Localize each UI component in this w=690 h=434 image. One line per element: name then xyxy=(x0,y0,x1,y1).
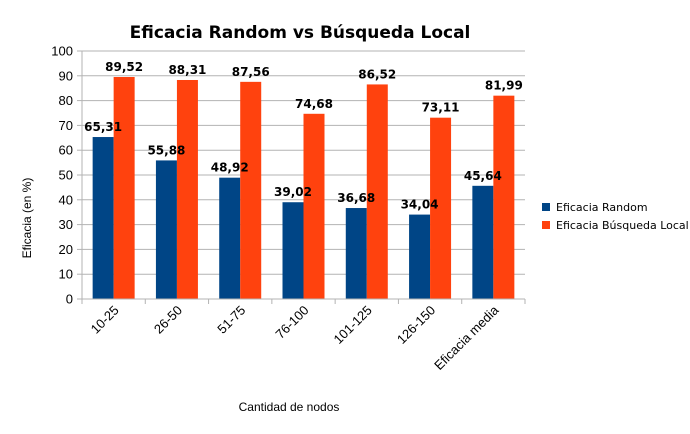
bar-busqueda-local xyxy=(493,95,515,300)
legend-entry: Eficacia Random xyxy=(556,201,648,214)
y-tick-label: 70 xyxy=(59,118,73,133)
y-tick-label: 90 xyxy=(59,68,73,83)
y-tick-label: 60 xyxy=(59,143,73,158)
data-label: 45,64 xyxy=(464,169,502,183)
x-tick-label: 51-75 xyxy=(214,303,248,337)
legend-swatch xyxy=(542,203,550,211)
data-label: 39,02 xyxy=(274,185,312,199)
bar-busqueda-local xyxy=(366,84,388,300)
legend: Eficacia Random Eficacia Búsqueda Local xyxy=(542,201,689,232)
bar-busqueda-local xyxy=(176,79,198,299)
x-tick-label: Eficacia media xyxy=(431,302,502,373)
bar-busqueda-local xyxy=(113,76,135,299)
bar-random xyxy=(409,214,431,299)
data-label: 89,52 xyxy=(105,60,143,74)
data-label: 36,68 xyxy=(337,191,375,205)
data-label: 81,99 xyxy=(485,79,523,93)
axes xyxy=(81,51,526,304)
x-tick-labels: 10-25 26-50 51-75 76-100 101-125 126-150Efica… xyxy=(88,302,502,373)
chart-title: Eficacia Random vs Búsqueda Local xyxy=(130,23,471,43)
data-label: 87,56 xyxy=(232,65,270,79)
y-tick-label: 100 xyxy=(51,44,73,59)
y-axis-label: Eficacia (en %) xyxy=(20,178,34,259)
data-label: 48,92 xyxy=(211,161,249,175)
data-labels: 65,31 55,88 48,92 39,02 36,68 34,04 45,64 89,52… xyxy=(84,60,523,212)
legend-swatch xyxy=(542,221,550,229)
x-tick-label: 76-100 xyxy=(272,303,311,342)
x-tick-label: 126-150 xyxy=(394,303,438,347)
legend-entry: Eficacia Búsqueda Local xyxy=(556,219,689,232)
y-tick-label: 50 xyxy=(59,168,73,183)
data-label: 65,31 xyxy=(84,120,122,134)
x-tick-label: 101-125 xyxy=(331,303,375,347)
y-tick-labels: 0 10 20 30 40 50 60 70 80 90 100 xyxy=(51,44,73,307)
y-tick-label: 80 xyxy=(59,93,73,108)
bar-busqueda-local xyxy=(240,81,262,299)
x-axis-label: Cantidad de nodos xyxy=(239,400,340,414)
data-label: 34,04 xyxy=(401,198,439,212)
data-label: 55,88 xyxy=(147,143,185,157)
bar-random xyxy=(472,185,494,299)
bar-random xyxy=(282,202,304,299)
data-label: 86,52 xyxy=(358,67,396,81)
bar-random xyxy=(92,137,114,299)
y-tick-label: 10 xyxy=(59,267,73,282)
y-tick-label: 20 xyxy=(59,242,73,257)
y-tick-label: 30 xyxy=(59,217,73,232)
data-label: 88,31 xyxy=(168,63,206,77)
y-tick-label: 40 xyxy=(59,192,73,207)
x-tick-label: 26-50 xyxy=(151,303,185,337)
bar-busqueda-local xyxy=(430,117,452,300)
bar-random xyxy=(345,208,367,299)
bar-busqueda-local xyxy=(303,113,325,299)
bar-random xyxy=(219,177,241,299)
y-tick-label: 0 xyxy=(66,292,73,307)
data-label: 74,68 xyxy=(295,97,333,111)
bar-random xyxy=(155,160,177,299)
bars xyxy=(92,76,515,300)
data-label: 73,11 xyxy=(422,101,460,115)
x-tick-label: 10-25 xyxy=(88,303,122,337)
